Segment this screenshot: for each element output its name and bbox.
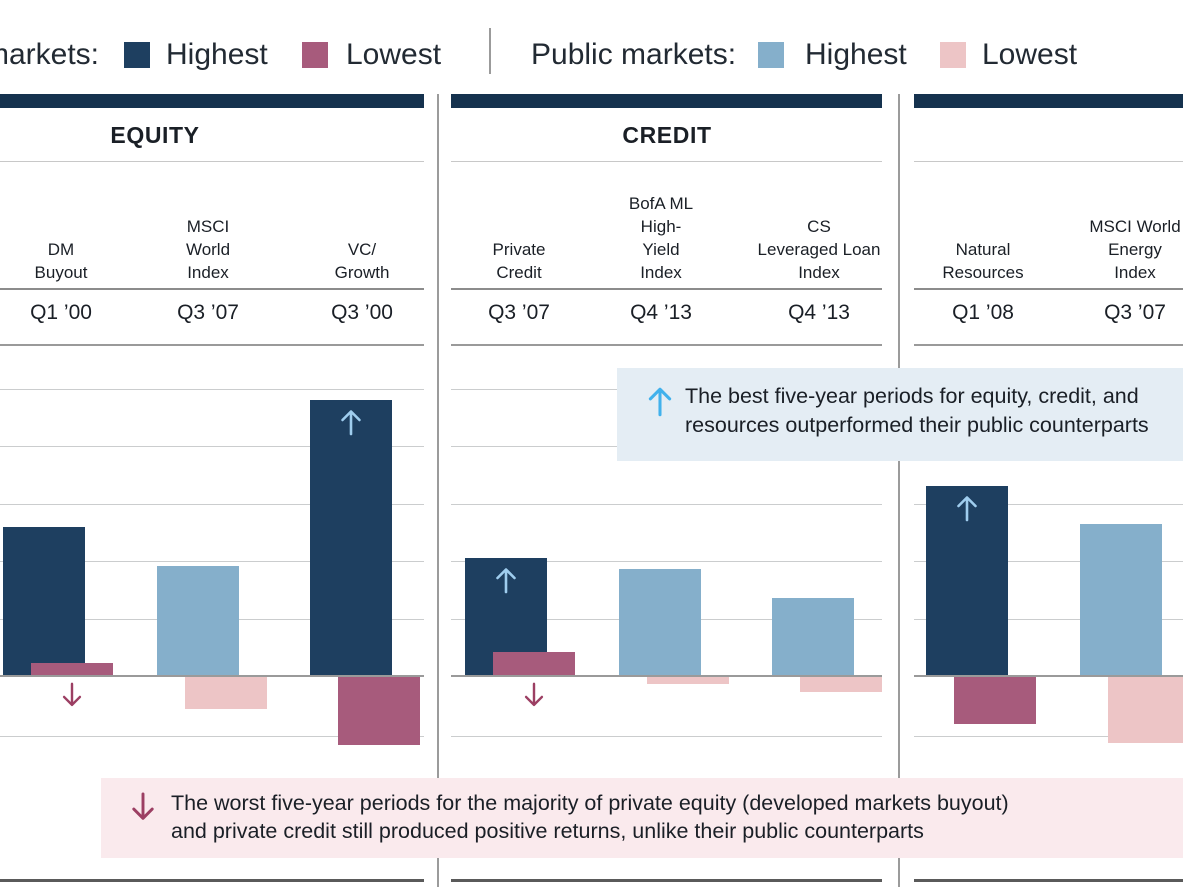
panel-header-bar: [914, 94, 1183, 108]
title-underline: [914, 161, 1183, 162]
period-label: Q1 ’00: [30, 301, 92, 324]
worst-callout-line2: and private credit still produced positi…: [171, 819, 924, 843]
panel-header-bar: [0, 94, 424, 108]
column-header: VC/Growth: [334, 240, 390, 282]
legend-swatch-public-lowest: [940, 42, 966, 68]
column-header: Private Credit: [492, 240, 546, 282]
best-callout-line2: resources outperformed their public coun…: [685, 413, 1149, 437]
panel-title: CREDIT: [622, 122, 712, 148]
bar-public-lowest: [185, 676, 267, 710]
period-label: Q3 ’07: [1104, 301, 1166, 324]
gridline: [914, 503, 1183, 505]
worst-periods-callout: The worst five-year periods for the majo…: [101, 778, 1183, 858]
column-header: DM Buyout: [34, 240, 88, 282]
bottom-border: [0, 879, 424, 882]
legend-private-highest-label: Highest: [166, 38, 268, 71]
legend-public-lowest-label: Lowest: [982, 38, 1078, 71]
panel-divider: [437, 94, 439, 887]
legend-swatch-private-lowest: [302, 42, 328, 68]
date-underline: [451, 344, 882, 346]
gridline: [914, 736, 1183, 737]
bar-private-lowest: [338, 676, 420, 745]
best-periods-callout: The best five-year periods for equity, c…: [617, 368, 1183, 461]
down-arrow-icon: [130, 791, 156, 825]
legend-swatch-private-highest: [124, 42, 150, 68]
worst-callout-line1: The worst five-year periods for the majo…: [171, 791, 1009, 815]
bar-public-lowest: [800, 676, 882, 693]
bar-private-lowest: [493, 651, 575, 676]
gridline: [0, 388, 424, 390]
gridline: [451, 561, 882, 562]
panel-title: EQUITY: [110, 122, 200, 148]
legend-swatch-public-highest: [758, 42, 784, 68]
legend-public-highest-label: Highest: [805, 38, 907, 71]
header-underline: [451, 288, 882, 290]
period-label: Q3 ’00: [331, 301, 393, 324]
bar-public-highest: [1080, 524, 1162, 676]
bar-public-lowest: [1108, 676, 1183, 743]
bar-public-highest: [619, 569, 701, 676]
up-arrow-icon: [953, 492, 981, 522]
panel-divider: [898, 94, 900, 887]
up-arrow-icon: [646, 383, 674, 417]
bar-public-highest: [772, 597, 854, 676]
legend-public-markets-label: Public markets:: [531, 38, 737, 71]
period-label: Q4 ’13: [630, 301, 692, 324]
zero-line: [451, 675, 882, 677]
zero-line: [914, 675, 1183, 677]
column-header: MSCI World Index: [185, 217, 231, 282]
bar-private-lowest: [954, 676, 1036, 725]
column-header: Natural Resources: [942, 240, 1024, 282]
zero-line: [0, 675, 424, 677]
title-underline: [0, 161, 424, 162]
gridline: [0, 561, 424, 562]
period-label: Q3 ’07: [488, 301, 550, 324]
bottom-border: [914, 879, 1183, 882]
date-underline: [914, 344, 1183, 346]
title-underline: [451, 161, 882, 162]
bar-public-highest: [157, 565, 239, 676]
down-arrow-icon: [60, 682, 84, 710]
gridline: [0, 736, 424, 737]
gridline: [914, 618, 1183, 620]
bar-private-highest: [3, 526, 85, 676]
date-underline: [0, 344, 424, 346]
column-header: BofA ML High- Yield Index: [628, 194, 694, 282]
period-label: Q4 ’13: [788, 301, 850, 324]
gridline: [0, 446, 424, 447]
column-header: MSCI World Energy Index: [1089, 217, 1181, 282]
best-callout-line1: The best five-year periods for equity, c…: [685, 384, 1139, 408]
up-arrow-icon: [492, 564, 520, 594]
bar-private-highest: [310, 400, 392, 676]
gridline: [451, 736, 882, 737]
period-label: Q3 ’07: [177, 301, 239, 324]
column-header: CS Leveraged Loan Index: [757, 217, 881, 282]
bottom-border: [451, 879, 882, 882]
legend-private-markets-label: markets:: [0, 38, 100, 71]
bar-private-lowest: [31, 663, 113, 676]
down-arrow-icon: [522, 682, 546, 710]
bar-public-lowest: [647, 676, 729, 685]
header-underline: [914, 288, 1183, 290]
gridline: [451, 503, 882, 505]
panel-header-bar: [451, 94, 882, 108]
up-arrow-icon: [337, 406, 365, 436]
header-underline: [0, 288, 424, 290]
gridline: [914, 561, 1183, 562]
period-label: Q1 ’08: [952, 301, 1014, 324]
legend-divider: [489, 28, 491, 74]
legend-private-lowest-label: Lowest: [346, 38, 442, 71]
gridline: [0, 503, 424, 505]
